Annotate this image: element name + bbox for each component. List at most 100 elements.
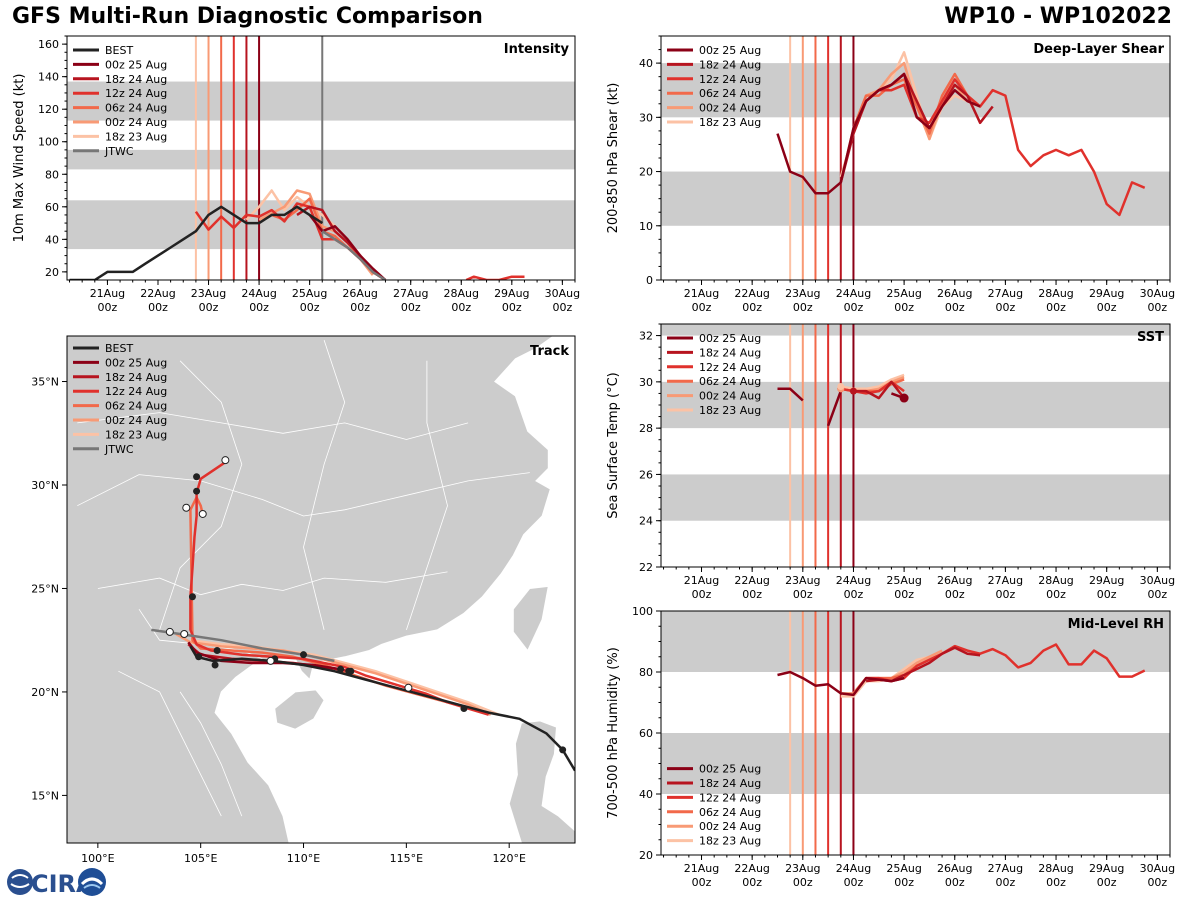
- track-point-open: [198, 509, 207, 518]
- track-point-open: [180, 629, 189, 638]
- y-tick-label: 30°N: [31, 479, 59, 492]
- admin-border: [77, 472, 530, 517]
- x-tick-label: 00z: [1147, 301, 1167, 314]
- legend-label: 06z 24 Aug: [699, 375, 761, 388]
- x-tick-label: 00z: [1046, 588, 1066, 601]
- x-tick-label: 27Aug: [988, 862, 1023, 875]
- land-luzon: [508, 720, 575, 843]
- legend-label: 00z 24 Aug: [699, 820, 761, 833]
- storm-id: WP10 - WP102022: [944, 4, 1172, 29]
- x-tick-label: 00z: [742, 876, 762, 889]
- x-tick-label: 29Aug: [1089, 862, 1124, 875]
- x-tick-label: 115°E: [390, 852, 423, 865]
- series-line: [852, 78, 1146, 217]
- x-tick-label: 00z: [1097, 876, 1117, 889]
- x-tick-label: 00z: [793, 876, 813, 889]
- y-axis-label: 10m Max Wind Speed (kt): [12, 74, 27, 243]
- track-point-filled: [195, 653, 203, 661]
- panel-title: Track: [530, 344, 569, 359]
- land-hainan: [274, 689, 325, 730]
- series-startpoint: [837, 382, 845, 390]
- series-line: [853, 380, 906, 400]
- x-tick-label: 25Aug: [292, 287, 327, 300]
- x-tick-label: 23Aug: [785, 862, 820, 875]
- series-endpoint: [899, 393, 909, 403]
- shaded-band: [661, 171, 1170, 226]
- legend-label: 00z 25 Aug: [105, 356, 167, 369]
- x-tick-label: 00z: [894, 876, 914, 889]
- y-tick-label: 100: [38, 136, 59, 149]
- map-frame: [66, 335, 576, 844]
- series-line: [69, 205, 323, 280]
- x-tick-label: 00z: [742, 588, 762, 601]
- legend-label: 00z 25 Aug: [105, 58, 167, 71]
- legend-label: JTWC: [104, 443, 134, 456]
- y-axis-label: 700-500 hPa Humidity (%): [606, 647, 621, 819]
- legend-label: 12z 24 Aug: [699, 361, 761, 374]
- legend-label: 12z 24 Aug: [105, 385, 167, 398]
- x-tick-label: 00z: [502, 301, 522, 314]
- legend-label: 18z 23 Aug: [699, 404, 761, 417]
- admin-border: [97, 571, 448, 596]
- legend-label: BEST: [105, 44, 133, 57]
- x-tick-label: 28Aug: [1038, 862, 1073, 875]
- x-tick-label: 00z: [249, 301, 269, 314]
- globe-icon: [7, 869, 33, 895]
- x-tick-label: 25Aug: [886, 287, 921, 300]
- legend-label: 06z 24 Aug: [105, 400, 167, 413]
- y-tick-label: 160: [38, 38, 59, 51]
- x-tick-label: 00z: [793, 301, 813, 314]
- legend-label: 18z 24 Aug: [699, 777, 761, 790]
- x-tick-label: 22Aug: [734, 862, 769, 875]
- track-point-filled: [460, 704, 468, 712]
- legend-label: 18z 23 Aug: [699, 116, 761, 129]
- legend-label: 18z 23 Aug: [699, 835, 761, 848]
- y-tick-label: 20: [639, 166, 653, 179]
- y-tick-label: 100: [632, 605, 653, 618]
- x-tick-label: 26Aug: [937, 574, 972, 587]
- y-tick-label: 28: [639, 422, 653, 435]
- x-tick-label: 00z: [1046, 301, 1066, 314]
- x-tick-label: 00z: [692, 588, 712, 601]
- legend-label: 18z 23 Aug: [105, 130, 167, 143]
- x-tick-label: 24Aug: [836, 862, 871, 875]
- x-tick-label: 26Aug: [937, 287, 972, 300]
- x-tick-label: 21Aug: [90, 287, 125, 300]
- shaded-band: [661, 733, 1170, 794]
- track-point-open: [165, 627, 174, 636]
- y-tick-label: 40: [639, 788, 653, 801]
- x-tick-label: 00z: [401, 301, 421, 314]
- x-tick-label: 105°E: [184, 852, 217, 865]
- x-tick-label: 00z: [148, 301, 168, 314]
- panel-intensity: 2040608010012014016021Aug00z22Aug00z23Au…: [12, 35, 580, 314]
- x-tick-label: 00z: [300, 301, 320, 314]
- series-line: [852, 72, 981, 135]
- y-tick-label: 30: [639, 111, 653, 124]
- series-line: [321, 230, 387, 280]
- track-point-filled: [188, 593, 196, 601]
- track-point-filled: [193, 487, 201, 495]
- x-tick-label: 120°E: [492, 852, 525, 865]
- panel-title: Mid-Level RH: [1068, 617, 1164, 632]
- y-tick-label: 140: [38, 71, 59, 84]
- x-tick-label: 27Aug: [393, 287, 428, 300]
- admin-border: [406, 360, 448, 631]
- x-tick-label: 24Aug: [241, 287, 276, 300]
- y-tick-label: 26: [639, 468, 653, 481]
- x-tick-label: 00z: [1147, 876, 1167, 889]
- legend-label: 12z 24 Aug: [699, 791, 761, 804]
- legend-label: 18z 24 Aug: [699, 58, 761, 71]
- land-mainland: [67, 336, 555, 843]
- legend-label: 00z 24 Aug: [105, 414, 167, 427]
- shaded-band: [661, 324, 1170, 336]
- legend-label: 06z 24 Aug: [699, 806, 761, 819]
- y-tick-label: 120: [38, 103, 59, 116]
- x-tick-label: 30Aug: [1140, 287, 1175, 300]
- y-tick-label: 32: [639, 330, 653, 343]
- x-tick-label: 28Aug: [1038, 287, 1073, 300]
- legend-label: 18z 24 Aug: [699, 346, 761, 359]
